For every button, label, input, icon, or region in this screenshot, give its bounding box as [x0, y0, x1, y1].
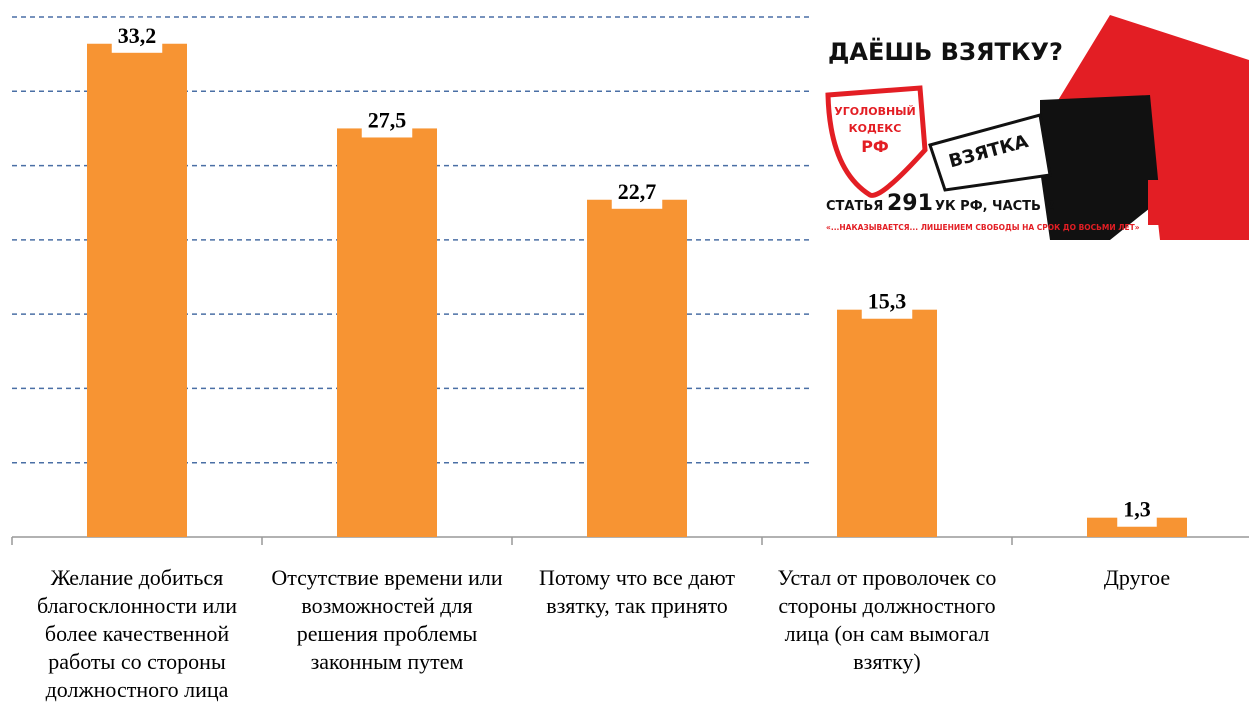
poster-envelope — [928, 113, 1052, 192]
poster-shield-text: УГОЛОВНЫЙ — [834, 105, 916, 118]
x-tick-label: Устал от проволочек со стороны должностн… — [777, 565, 997, 674]
value-label: 33,2 — [118, 23, 157, 48]
poster-finger — [1190, 175, 1220, 225]
value-label: 22,7 — [618, 179, 657, 204]
poster-finger — [1148, 180, 1178, 225]
poster-hand — [1040, 95, 1160, 240]
value-label-box — [861, 283, 913, 319]
bar — [337, 128, 437, 537]
value-label-box — [361, 102, 413, 138]
poster-article: УК РФ, ЧАСТЬ 2 — [935, 199, 1055, 214]
bar — [1087, 517, 1187, 537]
value-label-box — [1117, 491, 1157, 527]
x-tick-label: Желание добиться благосклонности или бол… — [36, 565, 238, 702]
bar — [587, 199, 687, 537]
value-label-box — [611, 173, 663, 209]
value-label: 27,5 — [368, 107, 407, 132]
value-label-box — [111, 17, 163, 53]
poster-shield — [825, 85, 928, 198]
poster-shield-text: РФ — [861, 137, 889, 156]
poster-headline: ДАЁШЬ ВЗЯТКУ? — [828, 37, 1063, 66]
poster-shield-text: КОДЕКС — [849, 122, 902, 135]
poster-quote: «...НАКАЗЫВАЕТСЯ... ЛИШЕНИЕМ СВОБОДЫ НА … — [826, 223, 1140, 232]
poster-article: 291 — [887, 191, 933, 216]
bar — [837, 309, 937, 537]
x-tick-label: Отсутствие времени или возможностей для … — [271, 565, 503, 674]
poster-article: СТАТЬЯ — [826, 199, 883, 214]
value-label: 15,3 — [868, 289, 907, 314]
plot: 33,2 27,5 22,7 15,3 1,3 — [11, 16, 1249, 545]
value-label: 1,3 — [1123, 497, 1151, 522]
bar — [87, 43, 187, 537]
x-tick-label: Другое — [1103, 565, 1171, 590]
poster: ДАЁШЬ ВЗЯТКУ? УГОЛОВНЫЙ КОДЕКС РФ ВЗЯТКА… — [825, 15, 1249, 240]
x-tick-label: Потому что все дают взятку, так принято — [538, 565, 736, 618]
